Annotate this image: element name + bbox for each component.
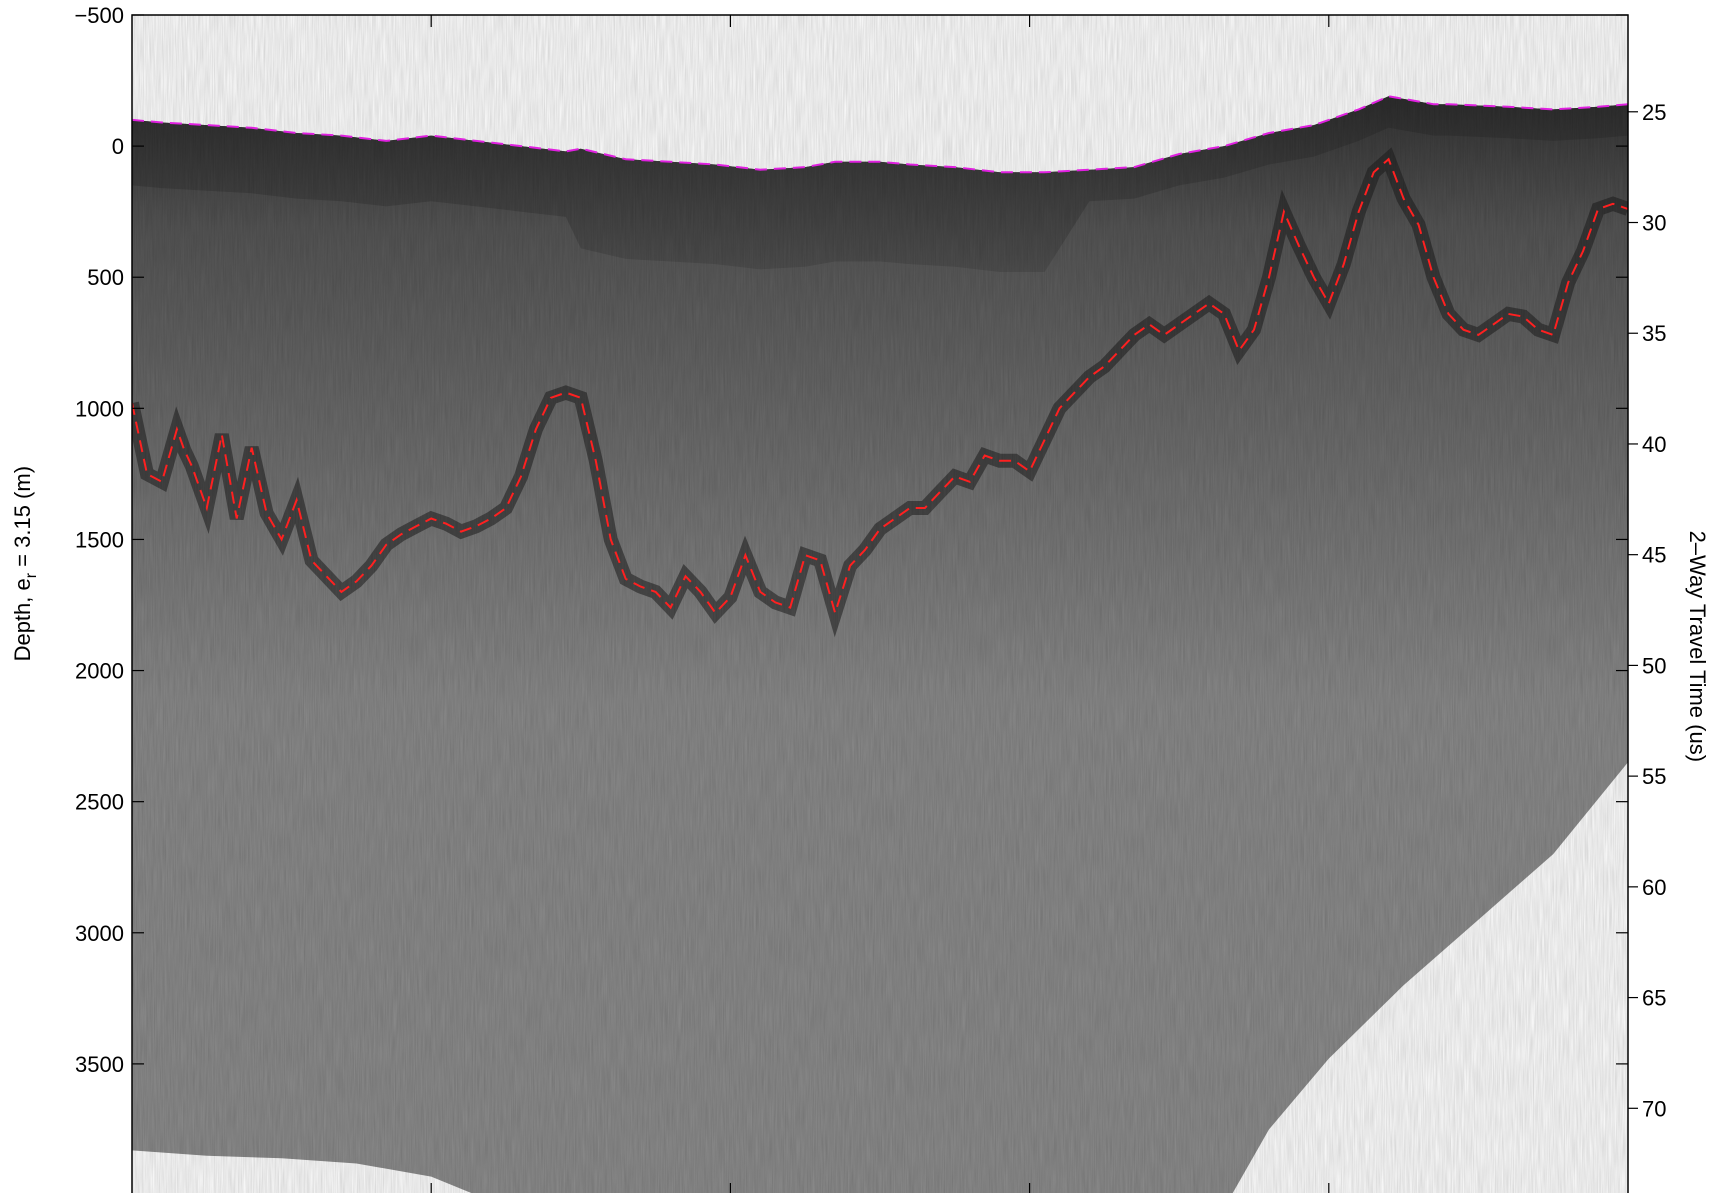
left-tick-label: 1500 xyxy=(75,527,124,552)
left-tick-label: 3000 xyxy=(75,921,124,946)
left-axis-label-sub: r xyxy=(23,572,40,578)
right-tick-label: 35 xyxy=(1642,321,1666,346)
right-tick-label: 30 xyxy=(1642,211,1666,236)
right-tick-label: 50 xyxy=(1642,653,1666,678)
radar-image xyxy=(132,15,1628,1193)
right-tick-label: 55 xyxy=(1642,764,1666,789)
right-axis: 25 30 35 40 45 50 55 60 65 70 xyxy=(1628,100,1666,1121)
left-tick-label: 2000 xyxy=(75,659,124,684)
left-axis-label-tail: = 3.15 (m) xyxy=(10,466,35,573)
right-tick-label: 45 xyxy=(1642,543,1666,568)
left-tick-label: 2500 xyxy=(75,790,124,815)
left-tick-label: 0 xyxy=(112,134,124,159)
right-tick-label: 70 xyxy=(1642,1096,1666,1121)
x-axis xyxy=(430,15,1330,1193)
image-grain xyxy=(132,15,1628,1193)
left-tick-label: −500 xyxy=(74,3,124,28)
axes-box xyxy=(131,14,1629,1193)
surface-pick-line xyxy=(132,95,1628,174)
right-tick-label: 40 xyxy=(1642,432,1666,457)
right-tick-label: 60 xyxy=(1642,875,1666,900)
right-tick-label: 25 xyxy=(1642,100,1666,125)
right-axis-label: 2–Way Travel Time (us) xyxy=(1685,531,1710,762)
left-axis-label: Depth, er = 3.15 (m) xyxy=(10,466,40,661)
left-tick-label: 500 xyxy=(87,265,124,290)
left-tick-label: 3500 xyxy=(75,1052,124,1077)
right-tick-label: 65 xyxy=(1642,986,1666,1011)
left-tick-label: 1000 xyxy=(75,396,124,421)
bed-pick-line xyxy=(132,157,1628,617)
left-axis-label-main: Depth, e xyxy=(10,578,35,661)
left-axis: −500 0 500 1000 1500 2000 2500 3000 3500 xyxy=(74,3,1628,1077)
picks xyxy=(132,95,1628,617)
